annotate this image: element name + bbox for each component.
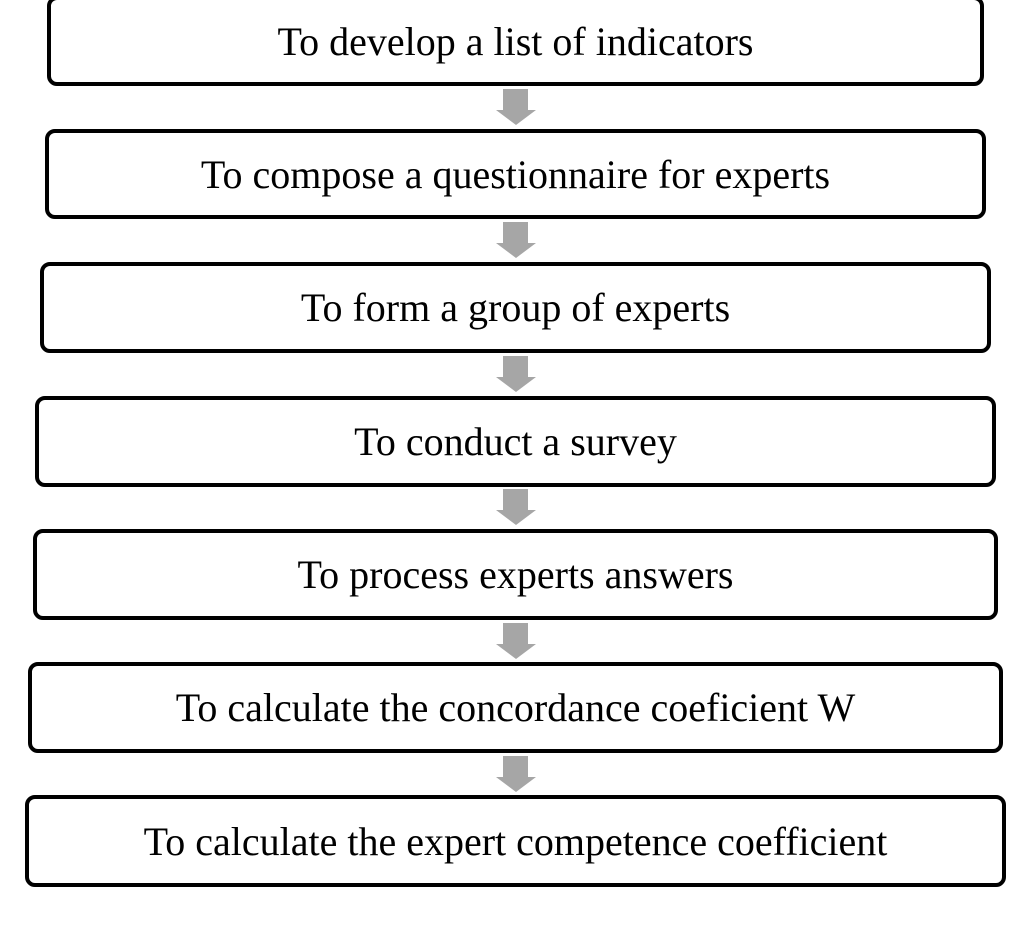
down-arrow-icon — [496, 756, 536, 792]
step-6-box: To calculate the concordance coeficient … — [28, 662, 1003, 753]
step-7-box: To calculate the expert competence coeff… — [25, 795, 1006, 887]
down-arrow-icon — [496, 356, 536, 392]
step-1-label: To develop a list of indicators — [277, 18, 754, 64]
down-arrow-icon — [496, 489, 536, 525]
step-2-box: To compose a questionnaire for experts — [45, 129, 986, 219]
step-2-label: To compose a questionnaire for experts — [200, 151, 831, 197]
down-arrow-icon — [496, 623, 536, 659]
step-1-box: To develop a list of indicators — [47, 0, 984, 86]
step-7-label: To calculate the expert competence coeff… — [143, 818, 888, 864]
down-arrow-icon — [496, 222, 536, 258]
step-3-label: To form a group of experts — [300, 285, 731, 330]
step-5-box: To process experts answers — [33, 529, 998, 620]
step-3-box: To form a group of experts — [40, 262, 991, 353]
step-6-label: To calculate the concordance coeficient … — [175, 685, 856, 730]
step-4-label: To conduct a survey — [354, 419, 677, 464]
down-arrow-icon — [496, 89, 536, 125]
step-4-box: To conduct a survey — [35, 396, 996, 487]
step-5-label: To process experts answers — [297, 552, 734, 597]
